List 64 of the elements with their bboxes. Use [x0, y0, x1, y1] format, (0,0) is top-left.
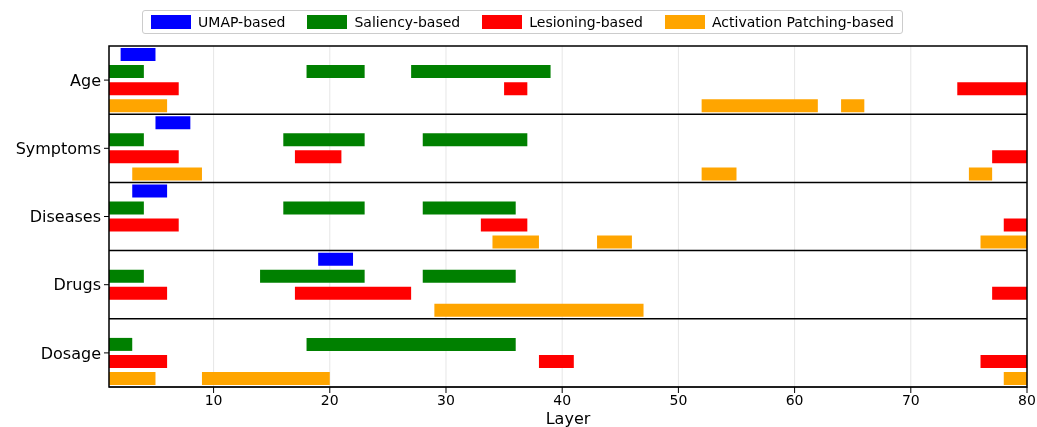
bar [120, 48, 156, 62]
bar [109, 354, 168, 368]
x-axis-title: Layer [545, 409, 591, 427]
bar [980, 354, 1027, 368]
x-tick-label: 80 [1018, 391, 1036, 408]
bar [155, 116, 191, 130]
bar [132, 167, 202, 181]
bar [992, 286, 1027, 300]
y-tick-label: Age [70, 70, 101, 90]
bar [504, 82, 528, 96]
bar [283, 201, 365, 215]
bar [434, 303, 644, 317]
x-tick-label: 20 [320, 391, 339, 408]
bar [109, 133, 144, 147]
x-tick-label: 10 [204, 391, 223, 408]
x-tick-label: 30 [437, 391, 455, 408]
x-tick-label: 50 [669, 391, 688, 408]
bar [411, 65, 551, 79]
bar [480, 218, 528, 232]
x-tick-label: 60 [785, 391, 804, 408]
bar [492, 235, 539, 249]
bar [422, 269, 516, 283]
legend-label: UMAP-based [198, 14, 286, 30]
bar [109, 99, 168, 113]
bar [294, 286, 412, 300]
y-tick-label: Diseases [29, 207, 101, 227]
legend-label: Activation Patching-based [711, 14, 894, 30]
bar [109, 201, 144, 215]
bar [306, 337, 516, 351]
bar [957, 82, 1027, 96]
bar [201, 372, 330, 385]
bar [109, 218, 179, 232]
bar [294, 150, 342, 164]
bar [109, 337, 133, 351]
bar [109, 65, 144, 79]
bar [109, 269, 144, 283]
bar [109, 372, 156, 385]
bar [1003, 218, 1027, 232]
legend-label: Saliency-based [354, 14, 461, 30]
bar [701, 99, 818, 113]
bar [422, 201, 516, 215]
bar [109, 286, 168, 300]
bar [992, 150, 1027, 164]
bar [283, 133, 365, 147]
x-tick-label: 40 [553, 391, 572, 408]
bar [841, 99, 865, 113]
bar [1003, 372, 1027, 385]
x-tick-label: 70 [901, 391, 920, 408]
bar [422, 133, 528, 147]
bar [132, 184, 168, 198]
bar [109, 82, 179, 96]
bar [260, 269, 365, 283]
bar [701, 167, 737, 181]
y-tick-label: Dosage [40, 343, 101, 363]
legend-label: Lesioning-based [529, 14, 643, 30]
bar [318, 252, 354, 266]
y-tick-label: Symptoms [15, 138, 101, 158]
bar [597, 235, 632, 249]
bar [538, 354, 574, 368]
bar [306, 65, 365, 79]
y-tick-label: Drugs [53, 275, 101, 295]
bar [968, 167, 993, 181]
bar [980, 235, 1027, 249]
bar [109, 150, 179, 164]
